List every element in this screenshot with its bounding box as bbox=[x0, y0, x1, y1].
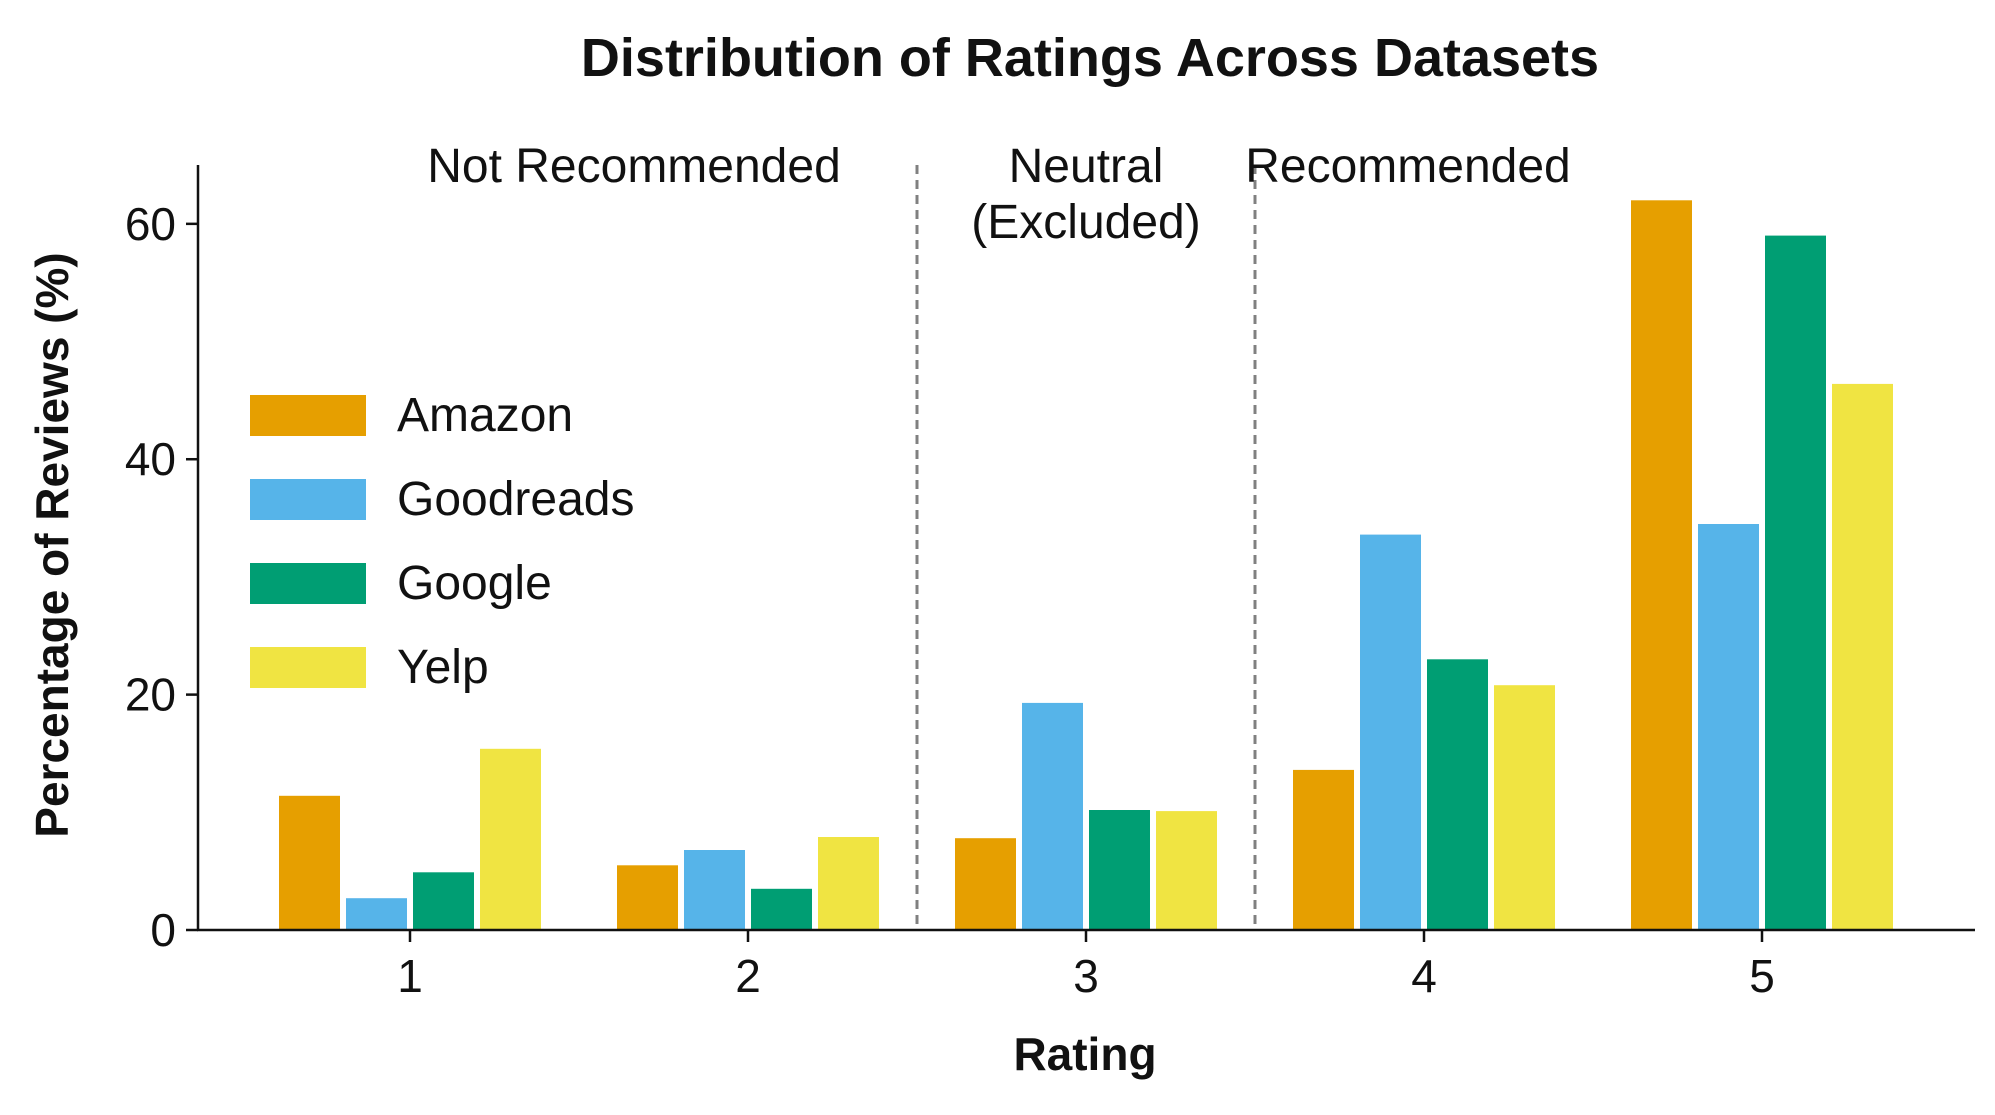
legend-swatch-google bbox=[250, 563, 366, 604]
bar-yelp-rating-2 bbox=[818, 837, 879, 930]
region-label-1: Not Recommended bbox=[427, 140, 841, 193]
bar-google-rating-5 bbox=[1765, 235, 1826, 931]
y-tick-label-60: 60 bbox=[125, 198, 176, 250]
bar-goodreads-rating-3 bbox=[1022, 702, 1083, 930]
bar-amazon-rating-4 bbox=[1293, 769, 1354, 930]
bar-goodreads-rating-1 bbox=[346, 898, 407, 930]
bar-google-rating-3 bbox=[1089, 810, 1150, 930]
legend-swatch-yelp bbox=[250, 647, 366, 688]
x-tick-label-1: 1 bbox=[397, 950, 423, 1002]
bar-google-rating-1 bbox=[413, 872, 474, 930]
bar-google-rating-4 bbox=[1427, 659, 1488, 930]
bar-goodreads-rating-2 bbox=[684, 850, 745, 930]
x-tick-label-4: 4 bbox=[1411, 950, 1437, 1002]
legend-swatch-goodreads bbox=[250, 479, 366, 520]
legend-label-yelp: Yelp bbox=[397, 641, 489, 694]
chart-title: Distribution of Ratings Across Datasets bbox=[581, 28, 1599, 88]
x-tick-label-5: 5 bbox=[1749, 950, 1775, 1002]
legend-label-goodreads: Goodreads bbox=[397, 473, 635, 526]
bar-yelp-rating-1 bbox=[480, 748, 541, 930]
bar-amazon-rating-1 bbox=[279, 795, 340, 930]
bar-amazon-rating-5 bbox=[1631, 200, 1692, 931]
bar-yelp-rating-5 bbox=[1832, 383, 1893, 930]
region-label-2-line-2: (Excluded) bbox=[971, 196, 1200, 249]
y-axis-label: Percentage of Reviews (%) bbox=[26, 252, 78, 837]
x-tick-label-3: 3 bbox=[1073, 950, 1099, 1002]
bar-amazon-rating-2 bbox=[617, 865, 678, 930]
bar-goodreads-rating-4 bbox=[1360, 534, 1421, 930]
x-tick-label-2: 2 bbox=[735, 950, 761, 1002]
y-tick-label-40: 40 bbox=[125, 433, 176, 485]
y-tick-label-20: 20 bbox=[125, 669, 176, 721]
bar-yelp-rating-4 bbox=[1494, 685, 1555, 930]
legend-label-google: Google bbox=[397, 557, 552, 610]
bar-yelp-rating-3 bbox=[1156, 811, 1217, 930]
region-label-3: Recommended bbox=[1245, 140, 1571, 193]
plot-area: 0 20 40 60 1 2 3 4 5 Not Recommended Neutral(Exclu… bbox=[125, 140, 1975, 1002]
region-label-2-line-1: Neutral bbox=[1009, 140, 1164, 193]
x-axis-label: Rating bbox=[1013, 1028, 1156, 1080]
bar-goodreads-rating-5 bbox=[1698, 524, 1759, 930]
bar-google-rating-2 bbox=[751, 888, 812, 930]
legend-label-amazon: Amazon bbox=[397, 389, 573, 442]
bar-amazon-rating-3 bbox=[955, 838, 1016, 930]
legend-swatch-amazon bbox=[250, 395, 366, 436]
y-tick-label-0: 0 bbox=[150, 904, 176, 956]
